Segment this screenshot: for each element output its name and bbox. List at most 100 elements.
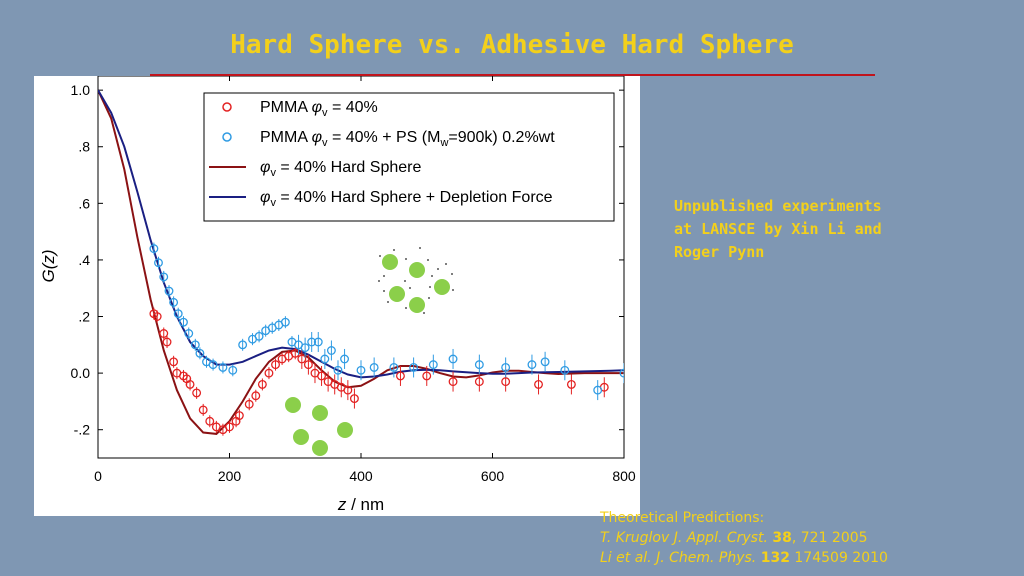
data-point xyxy=(244,399,254,409)
legend-entry: φv = 40% Hard Sphere xyxy=(209,159,421,179)
data-point xyxy=(149,244,159,254)
data-point xyxy=(205,416,215,426)
data-point xyxy=(228,365,238,375)
references-heading: Theoretical Predictions: xyxy=(600,510,765,526)
sphere xyxy=(382,254,398,270)
data-point xyxy=(173,309,183,319)
ref-authors: Li et al. xyxy=(600,550,652,566)
data-point xyxy=(164,286,174,296)
y-tick-label: .8 xyxy=(78,139,90,155)
sphere xyxy=(389,286,405,302)
data-point xyxy=(303,360,313,370)
dense-cluster-illustration xyxy=(378,247,454,314)
chart-panel: 1.0 .8 .6 .4 .2 0.0 -.2 0 200 400 600 800 xyxy=(34,75,640,516)
sphere xyxy=(434,279,450,295)
data-point xyxy=(208,360,218,370)
legend-label: PMMA φv = 40% xyxy=(260,99,378,119)
data-point xyxy=(333,365,343,375)
references: Theoretical Predictions: T. Kruglov J. A… xyxy=(600,508,1020,568)
data-point xyxy=(540,357,550,367)
polymer-dots xyxy=(378,247,454,314)
data-point xyxy=(474,377,484,387)
y-tick-label: .6 xyxy=(78,195,90,211)
data-point xyxy=(264,368,274,378)
y-tick-label: 0.0 xyxy=(71,365,91,381)
data-point xyxy=(448,377,458,387)
x-tick-label: 200 xyxy=(218,468,242,484)
experiment-note: Unpublished experiments at LANSCE by Xin… xyxy=(674,195,974,264)
data-point xyxy=(254,331,264,341)
data-point xyxy=(501,363,511,372)
data-point xyxy=(198,405,208,415)
data-point xyxy=(238,340,248,350)
sphere xyxy=(285,397,301,413)
data-point xyxy=(560,365,570,375)
data-point xyxy=(159,272,169,282)
data-point xyxy=(534,379,543,389)
gz-chart: 1.0 .8 .6 .4 .2 0.0 -.2 0 200 400 600 800 xyxy=(39,75,636,514)
ref-authors: T. Kruglov xyxy=(600,530,670,546)
data-point xyxy=(409,363,419,372)
data-point xyxy=(179,317,188,327)
data-point xyxy=(396,371,405,381)
ref-journal: J. Chem. Phys. xyxy=(656,550,757,566)
data-point xyxy=(251,391,261,401)
data-point xyxy=(343,385,353,395)
data-point xyxy=(369,363,379,372)
ref-rest: , 721 2005 xyxy=(791,530,868,546)
data-point xyxy=(389,363,399,372)
reference-2: Li et al. J. Chem. Phys. 132 174509 2010 xyxy=(600,548,1020,568)
legend-label: PMMA φv = 40% + PS (Mw=900k) 0.2%wt xyxy=(260,129,555,149)
data-point xyxy=(326,346,336,355)
legend-label: φv = 40% Hard Sphere xyxy=(260,159,421,179)
data-point xyxy=(234,411,244,421)
data-point xyxy=(356,365,366,375)
data-point xyxy=(218,363,228,372)
data-point xyxy=(307,337,317,347)
data-point xyxy=(501,377,511,387)
data-point xyxy=(593,385,603,395)
legend-entry: PMMA φv = 40% xyxy=(222,99,378,119)
data-point xyxy=(297,354,307,364)
data-point xyxy=(349,394,359,404)
x-tick-label: 0 xyxy=(94,468,102,484)
data-point xyxy=(169,357,179,367)
y-tick-label: -.2 xyxy=(74,422,91,438)
data-point xyxy=(422,371,432,381)
data-point xyxy=(619,368,624,378)
data-point xyxy=(154,258,163,268)
x-tick-label: 800 xyxy=(612,468,636,484)
x-tick-label: 400 xyxy=(349,468,373,484)
legend: PMMA φv = 40% PMMA φv = 40% + PS (Mw=900k… xyxy=(203,92,615,222)
data-point xyxy=(317,371,326,381)
data-point xyxy=(184,329,194,338)
data-point xyxy=(566,379,576,389)
data-point xyxy=(257,379,267,389)
ref-rest: 174509 2010 xyxy=(789,550,888,566)
y-tick-label: .2 xyxy=(78,309,90,325)
note-line: Roger Pynn xyxy=(674,243,765,261)
data-point xyxy=(169,297,179,307)
data-point xyxy=(195,348,205,358)
title-underline xyxy=(150,74,875,76)
legend-label: φv = 40% Hard Sphere + Depletion Force xyxy=(260,189,553,209)
data-point xyxy=(271,360,280,370)
sphere xyxy=(312,405,328,421)
legend-entry: PMMA φv = 40% + PS (Mw=900k) 0.2%wt xyxy=(222,129,555,149)
data-point xyxy=(190,340,200,350)
legend-marker xyxy=(222,132,232,142)
data-point xyxy=(159,329,169,338)
x-axis-label: z / nm xyxy=(337,495,384,514)
x-tick-label: 600 xyxy=(481,468,505,484)
data-point xyxy=(320,354,330,364)
sphere xyxy=(409,297,425,313)
note-line: Unpublished experiments xyxy=(674,197,882,215)
data-point xyxy=(300,343,310,353)
data-point xyxy=(162,337,172,347)
sparse-cluster-illustration xyxy=(285,397,353,456)
ref-journal: J. Appl. Cryst. xyxy=(673,530,768,546)
note-line: at LANSCE by Xin Li and xyxy=(674,220,882,238)
data-point xyxy=(192,388,202,398)
data-point xyxy=(280,317,290,327)
sphere xyxy=(337,422,353,438)
